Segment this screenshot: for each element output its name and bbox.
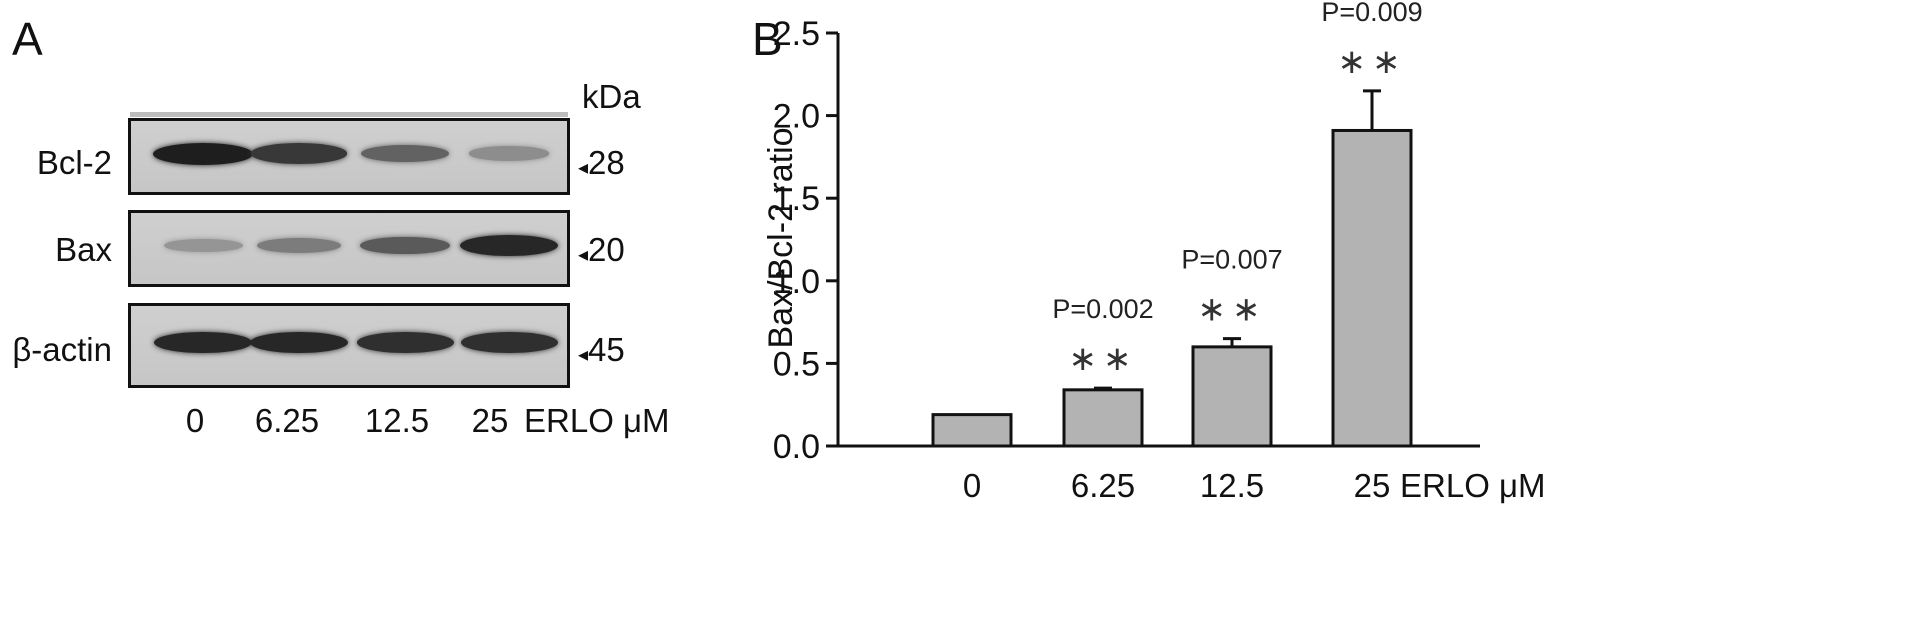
significance-stars: ∗∗ xyxy=(1338,43,1407,81)
lane-label-6-25: 6.25 xyxy=(254,402,320,439)
blot-band xyxy=(163,238,243,253)
bar xyxy=(1062,388,1144,448)
marker-value: 28 xyxy=(588,144,625,181)
marker-arrow-icon: ◂ xyxy=(578,244,589,266)
p-value-label: P=0.002 xyxy=(1052,294,1153,324)
bar xyxy=(1331,128,1413,448)
bar xyxy=(931,413,1013,448)
y-tick-label: 1.5 xyxy=(773,180,820,218)
significance-stars: ∗∗ xyxy=(1198,291,1267,329)
blot-band xyxy=(153,331,253,354)
treatment-label-a: ERLO μM xyxy=(524,402,670,439)
kda-label: kDa xyxy=(582,78,641,115)
blot-band xyxy=(356,332,454,353)
blot-header-strip xyxy=(130,112,568,117)
blot-band xyxy=(460,332,558,353)
bar-chart: Bax/Bcl-2 ratio 0.0 0.5 1.0 1.5 2.0 2.5 0 6.25… xyxy=(762,0,1546,504)
blot-label-actin: β-actin xyxy=(12,331,112,368)
x-axis-label: ERLO μM xyxy=(1400,467,1546,504)
y-tick-label: 0.5 xyxy=(773,345,820,383)
blot-label-bcl2: Bcl-2 xyxy=(36,144,112,181)
lane-label-12-5: 12.5 xyxy=(364,402,430,439)
blot-band xyxy=(360,236,450,255)
blot-band xyxy=(251,143,347,164)
p-value-label: P=0.007 xyxy=(1181,245,1282,275)
x-tick-label: 0 xyxy=(963,467,981,504)
marker-arrow-icon: ◂ xyxy=(578,157,589,179)
panel-b-letter: B xyxy=(752,13,783,65)
bar xyxy=(1191,345,1273,448)
blot-label-bax: Bax xyxy=(55,231,112,268)
bars: 0 6.25 12.5 25 xyxy=(931,89,1413,504)
blot-band xyxy=(153,142,253,165)
axes: 0.0 0.5 1.0 1.5 2.0 2.5 xyxy=(773,15,1480,466)
y-tick-label: 2.0 xyxy=(773,98,820,136)
y-axis-label: Bax/Bcl-2 ratio xyxy=(762,127,800,348)
marker-actin: ◂45 xyxy=(578,333,625,366)
marker-value: 20 xyxy=(588,231,625,268)
blot-band xyxy=(257,237,341,254)
blot-band xyxy=(249,331,349,354)
y-tick-label: 2.5 xyxy=(773,15,820,53)
blot-actin xyxy=(128,303,570,388)
lane-label-0: 0 xyxy=(185,402,205,439)
marker-bcl2: ◂28 xyxy=(578,146,625,179)
y-tick-label: 0.0 xyxy=(773,428,820,466)
marker-arrow-icon: ◂ xyxy=(578,344,589,366)
blot-bax xyxy=(128,210,570,287)
blot-band xyxy=(361,144,449,163)
blot-bcl2 xyxy=(128,118,570,195)
blot-band xyxy=(459,234,559,257)
annotations: ∗∗ P=0.002 ∗∗ P=0.007 ∗∗ P=0.009 xyxy=(1052,0,1422,378)
x-tick-label: 6.25 xyxy=(1071,467,1135,504)
x-tick-label: 12.5 xyxy=(1200,467,1264,504)
marker-value: 45 xyxy=(588,331,625,368)
blot-band xyxy=(468,146,550,161)
y-tick-label: 1.0 xyxy=(773,263,820,301)
marker-bax: ◂20 xyxy=(578,233,625,266)
panel-a-letter: A xyxy=(12,13,43,65)
p-value-label: P=0.009 xyxy=(1321,0,1422,27)
x-tick-label: 25 xyxy=(1354,467,1391,504)
lane-label-25: 25 xyxy=(471,402,509,439)
significance-stars: ∗∗ xyxy=(1069,340,1138,378)
